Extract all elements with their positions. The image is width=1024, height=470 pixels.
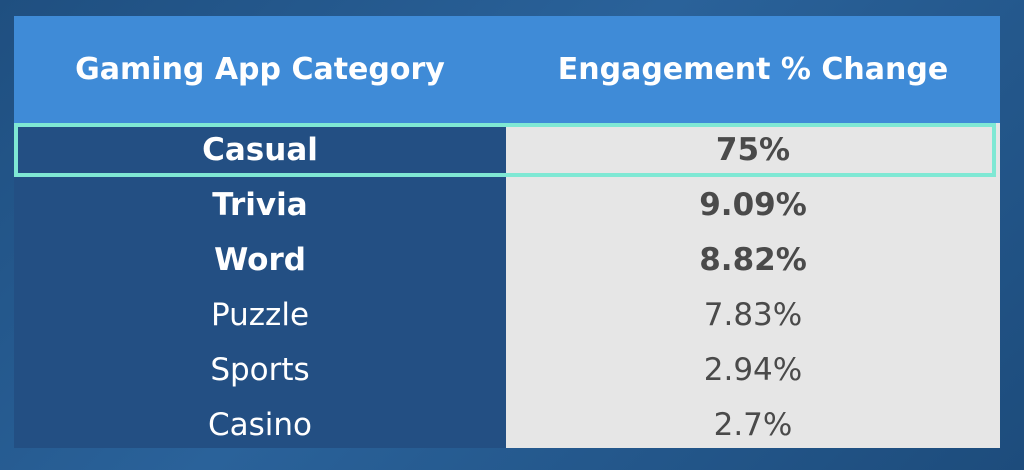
engagement-change-cell: 2.7% — [713, 407, 793, 443]
engagement-change-cell: 75% — [715, 132, 791, 168]
table-row: Word 8.82% — [14, 233, 1000, 287]
header-engagement-change: Engagement % Change — [557, 52, 949, 87]
table-row: Trivia 9.09% — [14, 178, 1000, 232]
engagement-change-cell: 8.82% — [699, 242, 807, 278]
category-cell: Puzzle — [210, 297, 310, 333]
category-cell: Sports — [210, 352, 310, 388]
table-row: Sports 2.94% — [14, 343, 1000, 397]
engagement-change-cell: 7.83% — [703, 297, 803, 333]
category-column-bg — [14, 123, 506, 448]
table-header: Gaming App Category Engagement % Change — [14, 16, 1000, 123]
engagement-table: Gaming App Category Engagement % Change … — [14, 16, 1000, 448]
category-cell: Casual — [202, 132, 318, 168]
category-cell: Trivia — [212, 187, 308, 223]
value-column-bg — [506, 123, 1000, 448]
category-cell: Casino — [207, 407, 313, 443]
table-row: Casino 2.7% — [14, 398, 1000, 452]
header-category: Gaming App Category — [75, 52, 445, 87]
engagement-change-cell: 2.94% — [703, 352, 803, 388]
table-row: Puzzle 7.83% — [14, 288, 1000, 342]
engagement-change-cell: 9.09% — [699, 187, 807, 223]
table-row: Casual 75% — [14, 123, 1000, 177]
category-cell: Word — [214, 242, 306, 278]
